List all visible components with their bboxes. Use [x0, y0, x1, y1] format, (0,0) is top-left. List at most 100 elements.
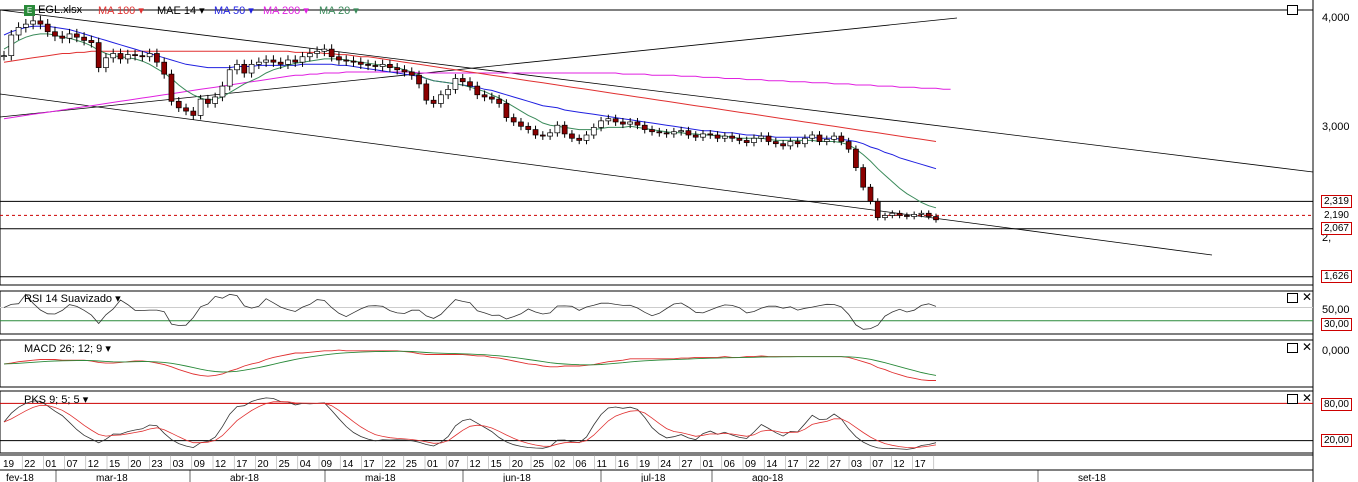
pks-level-80-label: 80,00: [1320, 398, 1352, 411]
candle-down: [620, 121, 626, 125]
close-macd-pane-icon[interactable]: ✕: [1302, 340, 1313, 354]
date-tick-label: 25: [279, 459, 291, 470]
date-tick-label: 19: [3, 459, 15, 470]
candle-down: [139, 55, 146, 58]
candle-down: [576, 137, 583, 141]
date-tick-label: 17: [363, 459, 375, 470]
month-label: mar-18: [96, 473, 128, 482]
candle-up: [314, 50, 320, 54]
file-icon[interactable]: E EGL.xlsx: [24, 4, 82, 16]
candle-up: [445, 88, 452, 96]
candle-down: [794, 141, 801, 145]
price-tick-partial: 2,: [1322, 232, 1332, 244]
month-label: abr-18: [230, 473, 259, 482]
legend-item-ma-50[interactable]: MA 50 ▾: [214, 5, 254, 17]
candle-down: [336, 56, 342, 61]
candle-down: [73, 33, 80, 38]
date-tick-label: 25: [533, 459, 545, 470]
date-tick-label: 20: [130, 459, 142, 470]
candle-down: [663, 132, 670, 135]
close-pks-pane-icon[interactable]: ✕: [1302, 391, 1313, 405]
level-label-1626: 1,626: [1320, 270, 1352, 283]
candle-up: [758, 135, 765, 139]
legend-item-ma-200[interactable]: MA 200 ▾: [263, 5, 309, 17]
candle-down: [416, 74, 422, 85]
macd-label[interactable]: MACD 26; 12; 9 ▾: [24, 343, 111, 355]
candle-down: [539, 134, 546, 137]
candle-up: [598, 120, 604, 128]
legend-item-mae-14[interactable]: MAE 14 ▾: [157, 5, 205, 17]
candle-down: [729, 135, 735, 139]
candle-down: [408, 71, 415, 76]
candle-up: [678, 130, 685, 133]
candle-up: [889, 212, 896, 216]
pks-label-text: PKS 9; 5; 5: [24, 394, 80, 406]
candle-down: [933, 216, 939, 221]
date-tick-label: 15: [491, 459, 503, 470]
candle-up: [787, 141, 794, 147]
candle-down: [474, 85, 481, 96]
macd-label-text: MACD 26; 12; 9: [24, 343, 103, 355]
candle-up: [226, 69, 233, 87]
maximize-price-pane-icon[interactable]: [1287, 5, 1298, 15]
candle-down: [95, 42, 102, 68]
date-tick-label: 14: [342, 459, 354, 470]
candle-up: [671, 131, 677, 135]
candle-down: [925, 212, 932, 217]
candle-down: [904, 215, 910, 217]
candle-down: [270, 59, 277, 63]
candle-down: [168, 73, 175, 102]
candle-up: [66, 33, 73, 39]
date-tick-label: 24: [660, 459, 672, 470]
date-tick-label: 07: [448, 459, 460, 470]
candle-down: [649, 129, 655, 133]
candle-up: [802, 137, 808, 145]
legend-item-ma-20[interactable]: MA 20 ▾: [319, 5, 359, 17]
date-tick-label: 14: [766, 459, 778, 470]
candle-up: [809, 134, 816, 139]
candle-down: [357, 61, 364, 65]
date-tick-label: 15: [109, 459, 121, 470]
maximize-pks-pane-icon[interactable]: [1287, 394, 1298, 404]
trendline-0: [0, 9, 1314, 173]
candle-down: [532, 129, 539, 136]
date-tick-label: 01: [703, 459, 715, 470]
candle-up: [438, 94, 444, 104]
candle-down: [525, 125, 532, 130]
pks-label[interactable]: PKS 9; 5; 5 ▾: [24, 394, 89, 406]
close-rsi-pane-icon[interactable]: ✕: [1302, 290, 1313, 304]
legend-item-ma-100[interactable]: MA 100 ▾: [98, 5, 144, 17]
candle-down: [81, 36, 87, 41]
current-price-label: 2,190: [1320, 209, 1352, 222]
date-tick-label: 07: [67, 459, 79, 470]
candle-down: [481, 94, 488, 98]
candle-down: [496, 98, 502, 104]
rsi-label[interactable]: RSI 14 Suavizado ▾: [24, 293, 121, 305]
candle-down: [423, 83, 430, 101]
trendline-2: [0, 17, 958, 118]
candle-down: [816, 134, 823, 142]
rsi-tick-50: 50,00: [1322, 304, 1350, 316]
maximize-macd-pane-icon[interactable]: [1287, 343, 1298, 353]
candle-down: [707, 133, 714, 136]
rsi-level-label: 30,00: [1320, 318, 1352, 331]
candle-up: [22, 23, 29, 28]
candle-up: [110, 53, 117, 59]
ma100-line: [3, 50, 937, 142]
candle-down: [503, 103, 510, 118]
candle-down: [838, 135, 845, 142]
candle-down: [765, 135, 772, 142]
candle-down: [190, 110, 197, 116]
candle-up: [197, 98, 204, 116]
month-label: fev-18: [6, 473, 34, 482]
candle-down: [241, 63, 248, 74]
candle-up: [823, 138, 830, 142]
date-tick-label: 22: [809, 459, 821, 470]
candle-up: [911, 213, 918, 217]
candle-down: [292, 59, 299, 63]
maximize-rsi-pane-icon[interactable]: [1287, 293, 1298, 303]
level-label-2067: 2,067: [1320, 222, 1352, 235]
date-tick-label: 02: [554, 459, 566, 470]
candle-down: [277, 61, 284, 65]
